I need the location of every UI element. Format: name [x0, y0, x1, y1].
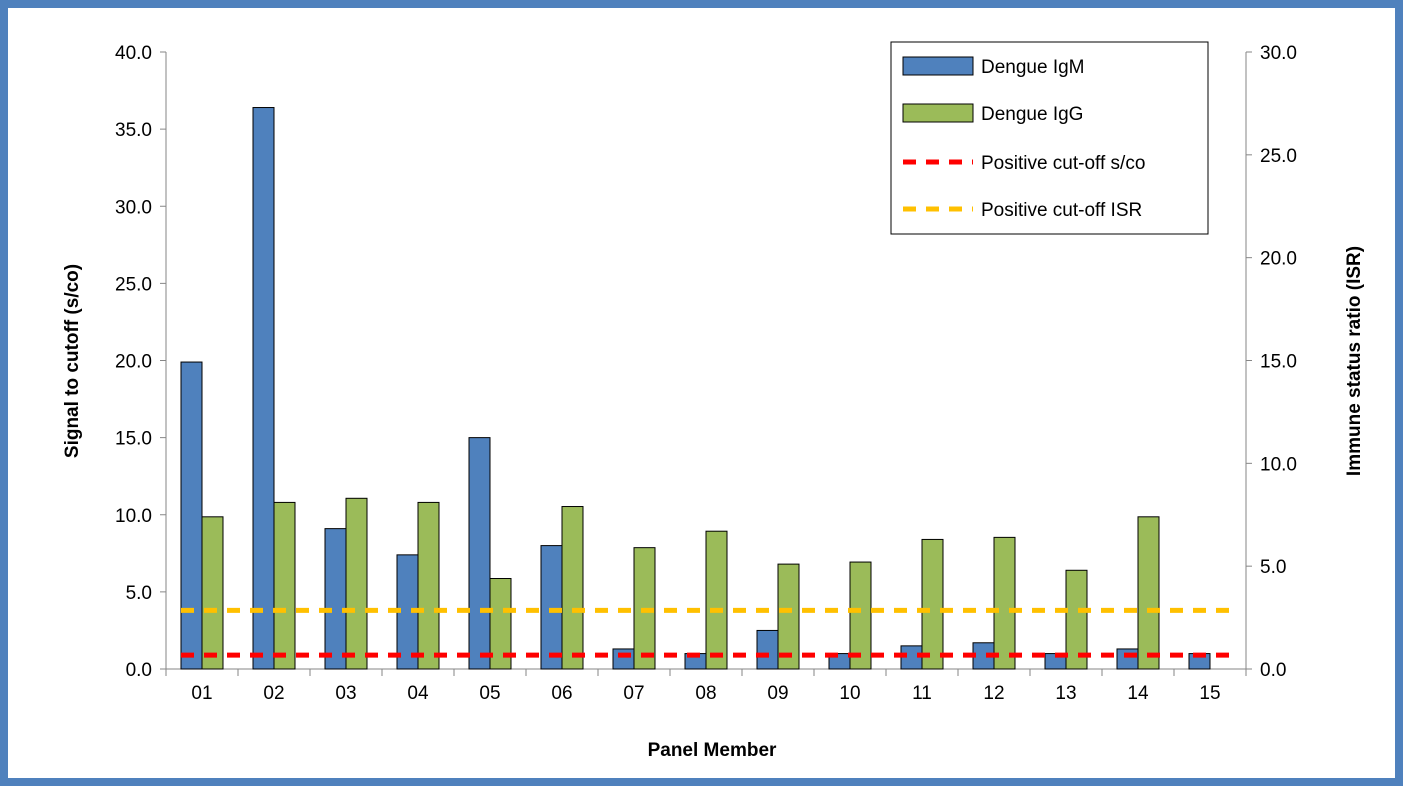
legend-label: Positive cut-off ISR [981, 200, 1142, 221]
x-tick-label: 03 [335, 683, 356, 704]
y-axis-title: Signal to cutoff (s/co) [62, 264, 83, 458]
right-tick-label: 0.0 [1260, 660, 1286, 681]
igm-bar [252, 107, 275, 670]
igg-bar [273, 501, 296, 670]
igm-bar [468, 437, 491, 670]
igg-bar [993, 536, 1016, 670]
igm-bar [1116, 648, 1139, 670]
x-tick-label: 05 [479, 683, 500, 704]
x-tick-label: 02 [263, 683, 284, 704]
igg-bar [1065, 569, 1088, 670]
left-tick-label: 35.0 [115, 120, 152, 141]
igg-bar [705, 530, 728, 670]
x-tick-label: 15 [1199, 683, 1220, 704]
bars [180, 107, 1211, 670]
reference-lines [181, 607, 1231, 658]
legend-label: Dengue IgM [981, 57, 1085, 78]
x-tick-label: 11 [912, 683, 932, 704]
labels: 0.0 5.0 10.0 15.0 20.0 25.0 30.0 35.0 40.0 0.0 5.0… [62, 43, 1365, 761]
left-tick-label: 10.0 [115, 506, 152, 527]
x-tick-label: 06 [551, 683, 572, 704]
legend-label: Dengue IgG [981, 104, 1083, 125]
x-tick-label: 01 [191, 683, 212, 704]
legend-label: Positive cut-off s/co [981, 153, 1145, 174]
x-tick-label: 08 [695, 683, 716, 704]
igm-bar [324, 528, 347, 670]
igg-bar [561, 506, 584, 670]
left-tick-label: 30.0 [115, 197, 152, 218]
x-tick-label: 10 [839, 683, 860, 704]
y2-axis-title: Immune status ratio (ISR) [1344, 246, 1365, 476]
x-tick-label: 13 [1055, 683, 1076, 704]
x-tick-label: 04 [407, 683, 429, 704]
igg-bar [1137, 516, 1160, 670]
left-tick-label: 20.0 [115, 352, 152, 373]
igm-bar [180, 361, 203, 670]
igg-bar [849, 561, 872, 670]
x-axis-title: Panel Member [648, 740, 777, 761]
chart: 0.0 5.0 10.0 15.0 20.0 25.0 30.0 35.0 40.0 0.0 5.0… [62, 41, 1365, 761]
igm-bar [756, 629, 779, 670]
igg-bar [489, 578, 512, 670]
legend-swatch [902, 56, 974, 76]
right-tick-label: 5.0 [1260, 557, 1286, 578]
left-tick-label: 40.0 [115, 43, 152, 64]
left-tick-label: 5.0 [126, 583, 152, 604]
legend-swatch [902, 103, 974, 123]
igg-bar [201, 516, 224, 670]
left-tick-label: 15.0 [115, 429, 152, 450]
x-tick-label: 14 [1127, 683, 1149, 704]
right-tick-label: 25.0 [1260, 146, 1297, 167]
igg-bar [921, 538, 944, 670]
right-tick-label: 10.0 [1260, 454, 1297, 475]
igg-bar [345, 497, 368, 670]
right-tick-label: 30.0 [1260, 43, 1297, 64]
igm-bar [612, 648, 635, 670]
igg-bar [777, 563, 800, 670]
right-tick-label: 20.0 [1260, 249, 1297, 270]
left-tick-label: 25.0 [115, 274, 152, 295]
x-tick-label: 09 [767, 683, 788, 704]
igg-bar [417, 501, 440, 670]
legend: Dengue IgM Dengue IgG Positive cut-off s/c… [890, 41, 1209, 235]
igm-bar [540, 545, 563, 670]
x-tick-label: 12 [983, 683, 1004, 704]
x-tick-label: 07 [623, 683, 644, 704]
left-tick-label: 0.0 [126, 660, 152, 681]
right-tick-label: 15.0 [1260, 352, 1297, 373]
